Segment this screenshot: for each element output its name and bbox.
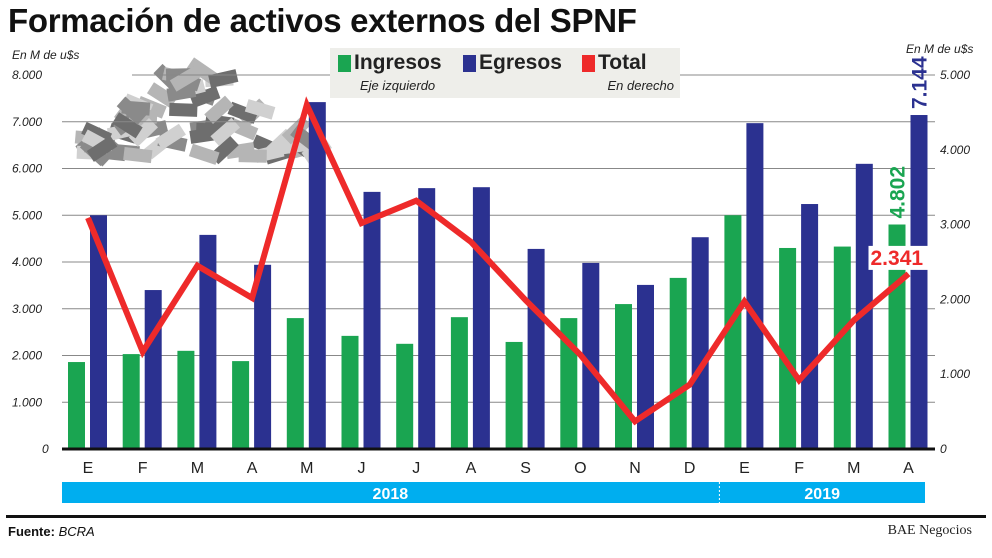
left-tick-label: 6.000 [12,162,42,176]
left-tick-label: 2.000 [11,349,42,363]
left-tick-label: 3.000 [12,302,42,316]
source: Fuente: BCRA [8,524,95,539]
source-label: Fuente: [8,524,55,539]
bar-ingresos [232,361,249,449]
bar-ingresos [834,247,851,449]
source-value: BCRA [59,524,95,539]
bar-egresos [418,188,435,449]
month-label: A [903,460,914,477]
month-label: F [138,460,148,477]
bar-ingresos [779,248,796,449]
chart-title: Formación de activos externos del SPNF [8,2,637,40]
bar-ingresos [396,344,413,449]
right-tick-label: 3.000 [940,218,970,232]
bar-ingresos [451,317,468,449]
month-label: J [358,460,366,477]
year-label: 2018 [373,486,409,503]
year-label: 2019 [804,486,840,503]
legend-swatch [463,55,476,72]
bar-ingresos [670,278,687,449]
left-tick-label: 8.000 [12,68,42,82]
left-tick-label: 5.000 [12,208,42,222]
month-label: M [847,460,860,477]
bar-egresos [145,290,162,449]
month-label: D [684,460,696,477]
brand: BAE Negocios [888,523,972,539]
right-tick-label: 5.000 [940,68,970,82]
bar-ingresos [615,304,632,449]
footer-divider [6,515,986,518]
label-egresos-last: 7.144 [909,56,932,109]
bar-egresos [911,115,928,449]
bar-ingresos [287,318,304,449]
right-tick-label: 2.000 [939,292,970,306]
bar-ingresos [506,342,523,449]
month-label: E [739,460,750,477]
right-tick-label: 4.000 [940,143,970,157]
bar-egresos [364,192,381,449]
month-label: F [794,460,804,477]
right-axis-unit: En M de u$s [906,42,973,56]
month-label: A [247,460,258,477]
bar-ingresos [68,362,85,449]
legend-right-note: En derecho [608,78,675,93]
legend: Ingresos Egresos Total Eje izquierdo En … [330,48,680,98]
month-label: S [520,460,531,477]
bar-egresos [309,102,326,449]
bar-egresos [528,249,545,449]
legend-swatch [338,55,351,72]
bar-egresos [746,123,763,449]
legend-egresos: Egresos [463,51,562,75]
left-tick-label: 0 [42,442,49,456]
bar-egresos [637,285,654,449]
legend-label: Egresos [479,51,562,75]
left-axis-unit: En M de u$s [12,48,79,62]
right-tick-label: 0 [940,442,947,456]
bar-egresos [801,204,818,449]
bar-egresos [473,187,490,449]
bar-ingresos [342,336,359,449]
month-label: O [574,460,586,477]
right-tick-label: 1.000 [940,367,970,381]
legend-swatch [582,55,595,72]
month-label: E [83,460,94,477]
month-label: M [300,460,313,477]
left-tick-label: 7.000 [12,115,42,129]
left-tick-label: 4.000 [12,255,42,269]
legend-label: Ingresos [354,51,442,75]
legend-left-note: Eje izquierdo [360,78,435,93]
month-label: J [412,460,420,477]
label-ingresos-last: 4.802 [887,166,910,219]
bar-ingresos [123,354,140,449]
month-label: N [629,460,641,477]
legend-total: Total [582,51,647,75]
bar-ingresos [177,351,194,449]
legend-label: Total [598,51,647,75]
month-label: A [466,460,477,477]
month-label: M [191,460,204,477]
year-band [62,482,925,503]
left-tick-label: 1.000 [12,395,42,409]
label-total-last: 2.341 [871,247,924,270]
legend-ingresos: Ingresos [338,51,442,75]
bar-egresos [692,237,709,449]
